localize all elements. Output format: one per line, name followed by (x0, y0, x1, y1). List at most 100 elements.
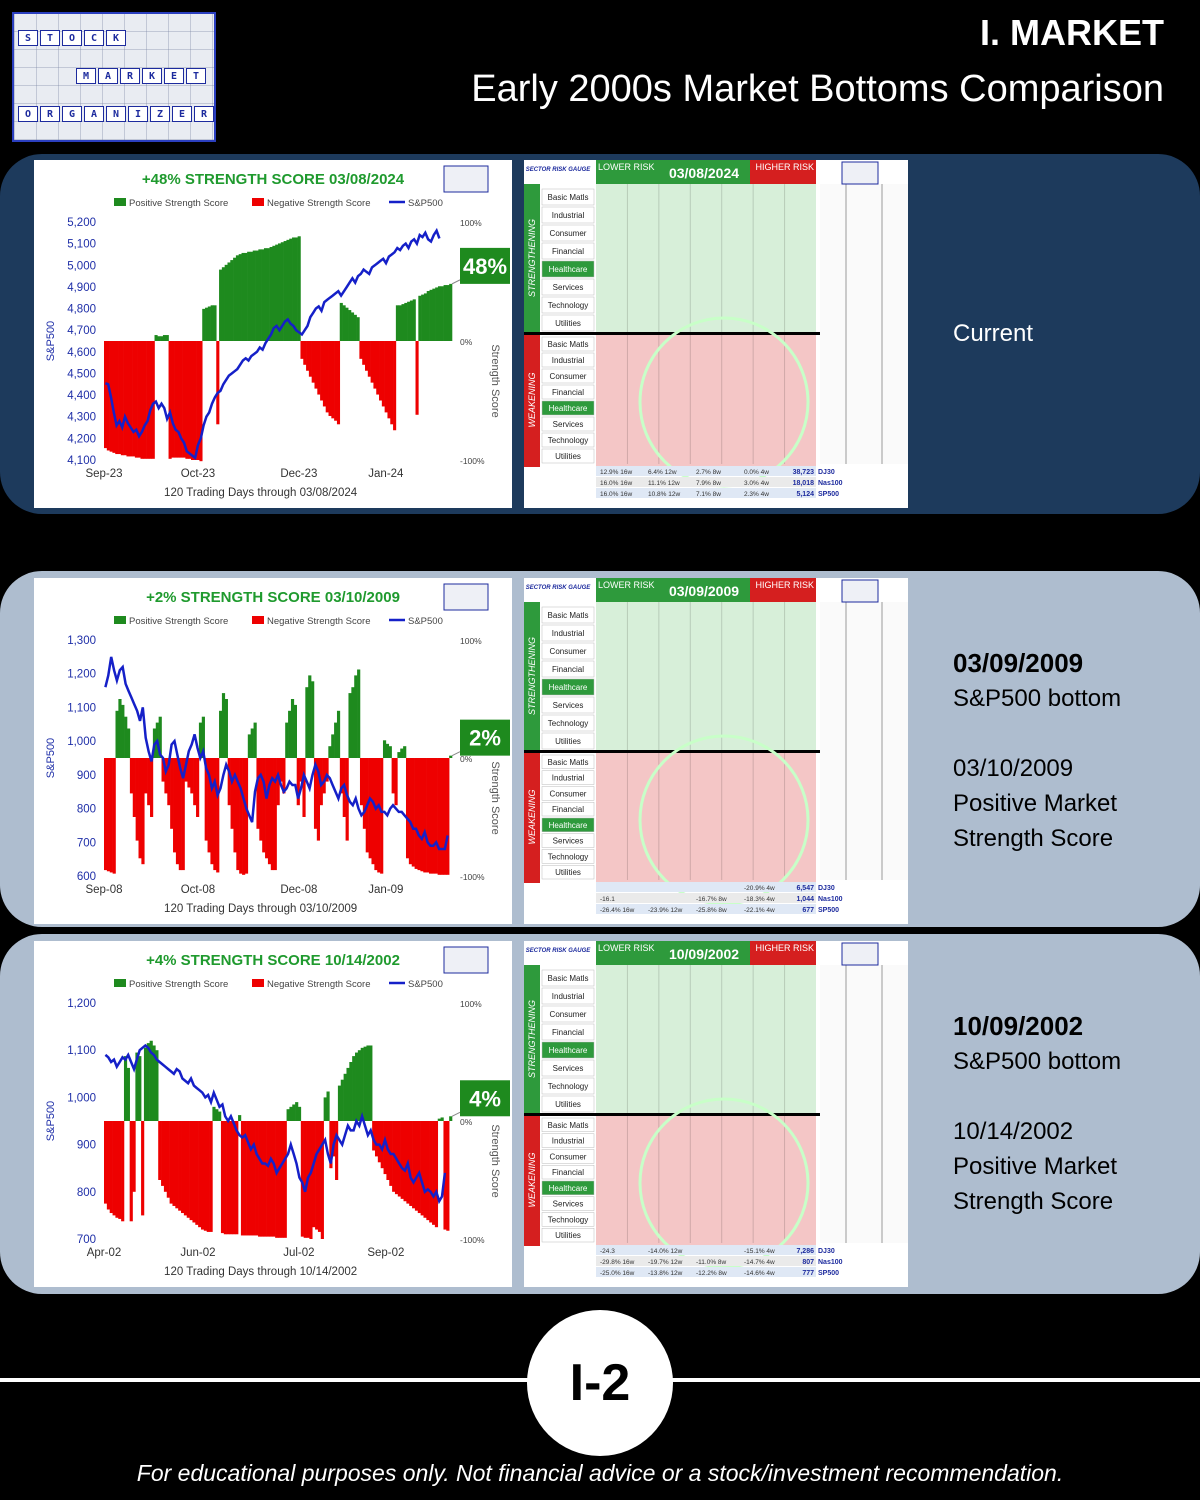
sector-cell (541, 336, 595, 352)
strength-bar (215, 1109, 219, 1121)
sector-cell (541, 1133, 595, 1148)
legend-label: Negative Strength Score (267, 198, 371, 209)
sector-label: Consumer (550, 229, 587, 238)
strength-bar (411, 758, 415, 867)
strength-bar (434, 758, 438, 874)
sector-label: Basic Matls (548, 1121, 589, 1130)
strength-bar (417, 1121, 421, 1214)
strength-bar (363, 1046, 367, 1121)
y-tick-label: 4,300 (67, 412, 96, 424)
strength-bar (418, 295, 422, 341)
sector-cell (541, 678, 595, 696)
sector-cell (541, 786, 595, 801)
index-value: 677 (802, 907, 814, 914)
strength-bar (428, 758, 433, 874)
strength-bar (174, 341, 178, 458)
strength-bar (387, 341, 391, 419)
strength-bar (252, 1121, 256, 1236)
gauge-footer-row-bg (596, 466, 816, 476)
strength-bar (394, 758, 398, 806)
strength-bar (355, 1052, 359, 1121)
y2-tick-label: -100% (460, 456, 485, 466)
legend-swatch (114, 198, 126, 206)
y-tick-label: 800 (77, 804, 96, 816)
strength-bar (278, 243, 282, 341)
x-tick-label: Jan-24 (368, 468, 404, 480)
strength-bar (206, 1121, 210, 1232)
x-tick-label: Dec-08 (280, 884, 317, 896)
sector-label: Industrial (552, 992, 585, 1001)
score-label-2: Strength Score (953, 825, 1114, 852)
sector-label: Financial (552, 1028, 584, 1037)
strength-bar (123, 1056, 128, 1121)
strength-bar (266, 248, 270, 341)
sector-label: Utilities (555, 452, 581, 461)
strength-bar (336, 341, 341, 425)
gauge-footer-cell: -20.9% 4w (744, 885, 775, 892)
x-tick-label: Dec-23 (280, 468, 317, 480)
strength-bar (305, 687, 309, 758)
gauge-footer-cell: -29.8% 16w (600, 1259, 635, 1266)
sp500-line (104, 1043, 447, 1205)
sector-cell (541, 660, 595, 678)
strength-bar (303, 341, 307, 365)
panel-notes-2002: 10/09/2002 S&P500 bottom 10/14/2002 Posi… (953, 1009, 1121, 1219)
y-tick-label: 700 (77, 837, 96, 849)
strength-bar (104, 341, 108, 449)
strength-bar (423, 293, 428, 341)
strength-bar (275, 244, 279, 341)
strengthening-zone (596, 184, 816, 332)
sp500-line (104, 227, 441, 460)
strength-bar (372, 1121, 376, 1151)
mini-logo-icon (443, 583, 489, 611)
strength-bar (397, 1121, 401, 1197)
strength-bar (403, 746, 407, 758)
strength-chart-2002: +4% STRENGTH SCORE 10/14/2002 Positive St… (34, 941, 512, 1287)
gauge-footer-row-bg (596, 488, 816, 498)
y-tick-label: 5,100 (67, 239, 96, 251)
page-number-badge: I-2 (527, 1310, 673, 1456)
index-value: 777 (802, 1270, 814, 1277)
strength-bar (331, 341, 335, 419)
strength-bar (315, 1121, 319, 1230)
gauge-footer-cell: 16.0% 16w (600, 491, 632, 498)
strength-bar (429, 289, 433, 341)
strength-bar (224, 264, 228, 341)
strength-bar (286, 1109, 290, 1121)
gauge-footer-row-bg (596, 1245, 816, 1255)
sector-label: Utilities (555, 1100, 581, 1109)
strength-bar (124, 716, 128, 758)
strength-bar (219, 710, 223, 758)
x-tick-label: Jul-02 (283, 1247, 314, 1259)
sector-cell (541, 1005, 595, 1023)
strength-bar (376, 341, 380, 395)
gauge-footer-row-bg (596, 904, 816, 914)
strength-bar (449, 755, 453, 758)
logo-letter: M (76, 68, 96, 84)
strength-bar (210, 758, 214, 865)
sector-label: Financial (552, 247, 584, 256)
strength-bar (118, 341, 122, 455)
strength-bar (164, 758, 168, 794)
strength-bar (282, 758, 286, 794)
y-tick-label: 4,800 (67, 304, 96, 316)
bottom-date: 03/09/2009 (953, 648, 1084, 678)
strength-bar (350, 312, 355, 341)
strength-bar (420, 1121, 424, 1216)
sector-cell (541, 260, 595, 278)
strength-bar (175, 1121, 179, 1209)
strength-bar (250, 728, 254, 758)
strength-bar (357, 669, 361, 758)
index-value: 1,044 (796, 896, 814, 903)
strength-bar (382, 740, 387, 758)
gauge-date: 10/09/2002 (669, 946, 739, 962)
y-tick-label: 4,600 (67, 347, 96, 359)
sector-cell (541, 833, 595, 848)
sector-cell (541, 296, 595, 314)
strength-bar (138, 1056, 142, 1121)
index-name: SP500 (818, 491, 839, 498)
logo-letter: Z (150, 106, 170, 122)
gauge-date: 03/08/2024 (669, 165, 739, 181)
chart-title: +4% STRENGTH SCORE 10/14/2002 (146, 952, 400, 969)
